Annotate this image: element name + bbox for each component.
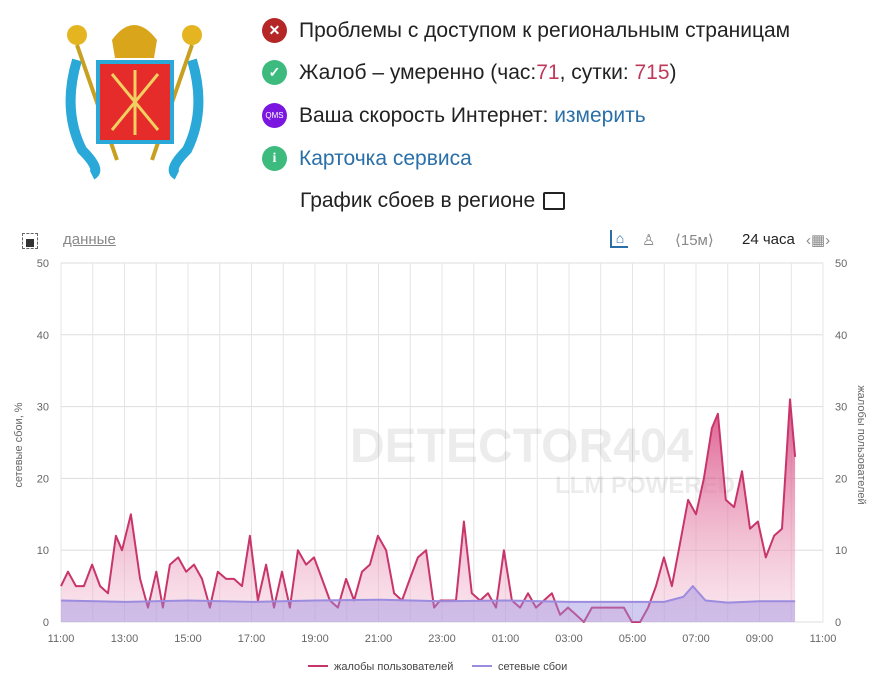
y-tick-right: 50 (835, 258, 847, 270)
data-link[interactable]: данные (63, 231, 116, 248)
period-label: 24 часа (742, 231, 795, 248)
y-axis-label-right: жалобы пользователей (855, 385, 867, 504)
x-tick: 21:00 (365, 633, 393, 645)
monitor-icon[interactable] (543, 192, 566, 210)
camera-icon[interactable] (22, 233, 38, 249)
y-tick-right: 20 (835, 473, 847, 485)
x-tick: 15:00 (174, 633, 202, 645)
user-icon[interactable]: ♙ (642, 232, 656, 249)
series-area-0 (61, 399, 796, 622)
measure-speed-link[interactable]: измерить (554, 103, 646, 127)
check-icon: ✓ (262, 60, 287, 85)
y-axis-label-left: сетевые сбои, % (13, 402, 25, 487)
x-tick: 23:00 (428, 633, 456, 645)
series-area-1 (61, 586, 796, 622)
x-tick: 11:00 (810, 633, 837, 645)
complaints-hour: 71 (536, 60, 560, 84)
interval-selector[interactable]: ⟨15м⟩ (675, 232, 714, 249)
error-icon: ✕ (262, 18, 287, 43)
watermark-title: DETECTOR404 (350, 420, 694, 473)
chart: 0 0 10 10 20 20 30 30 40 40 50 50 11:00 13:00 15:00 17:… (13, 258, 867, 673)
x-tick: 01:00 (492, 633, 520, 645)
graph-title-row: График сбоев в регионе (300, 189, 566, 213)
status-card: i Карточка сервиса (262, 146, 472, 171)
y-tick-left: 30 (37, 402, 49, 414)
x-tick: 17:00 (238, 633, 266, 645)
calendar-nav[interactable]: ‹▦› (806, 232, 831, 249)
x-tick: 09:00 (746, 633, 774, 645)
y-tick-left: 40 (37, 330, 49, 342)
y-tick-right: 0 (835, 617, 841, 629)
y-tick-right: 40 (835, 330, 847, 342)
y-tick-left: 50 (37, 258, 49, 270)
series-line-0 (60, 398, 797, 623)
y-tick-left: 20 (37, 473, 49, 485)
y-tick-right: 10 (835, 545, 847, 557)
complaints-sep: , сутки: (559, 60, 635, 84)
complaints-day: 715 (634, 60, 670, 84)
status-complaints: ✓ Жалоб – умеренно (час: 71, сутки: 715) (262, 60, 677, 85)
x-tick: 07:00 (682, 633, 710, 645)
x-tick: 05:00 (619, 633, 647, 645)
status-speed: QMS Ваша скорость Интернет: измерить (262, 103, 646, 128)
x-tick: 19:00 (301, 633, 329, 645)
y-tick-left: 10 (37, 545, 49, 557)
access-problem-text: Проблемы с доступом к региональным стран… (299, 18, 791, 42)
legend-label: сетевые сбои (498, 661, 567, 673)
qms-icon: QMS (262, 103, 287, 128)
status-access: ✕ Проблемы с доступом к региональным стр… (262, 18, 790, 43)
x-tick: 13:00 (111, 633, 139, 645)
graph-title: График сбоев в регионе (300, 189, 536, 212)
service-card-link[interactable]: Карточка сервиса (299, 146, 472, 170)
info-icon: i (262, 146, 287, 171)
y-tick-right: 30 (835, 402, 847, 414)
coat-of-arms-logo (65, 25, 204, 180)
x-tick: 11:00 (48, 633, 75, 645)
speed-label: Ваша скорость Интернет: (299, 103, 555, 127)
x-tick: 03:00 (555, 633, 583, 645)
complaints-suffix: ) (669, 60, 677, 84)
y-tick-left: 0 (43, 617, 49, 629)
legend-label: жалобы пользователей (334, 661, 453, 673)
complaints-label: Жалоб – умеренно (час: (299, 60, 537, 84)
area-chart-icon[interactable]: ⌂ (610, 230, 628, 248)
